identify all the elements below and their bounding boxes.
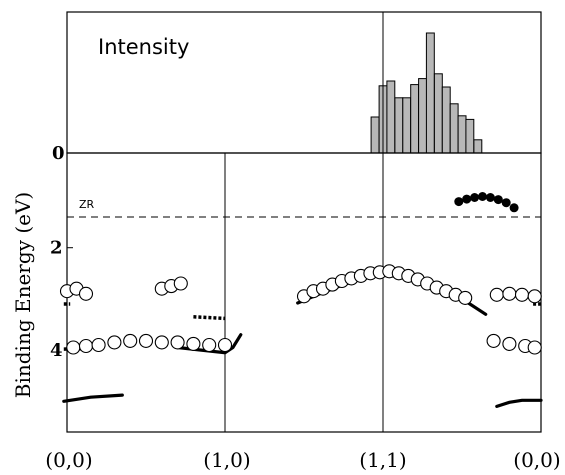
axis-labels: Binding Energy (eV) (0,0) (1,0) (1,1) (0,0)	[11, 192, 561, 472]
x-tick-label-2: (1,1)	[359, 448, 406, 472]
filled-circle-6	[501, 198, 511, 208]
histogram-bar-2	[386, 80, 396, 154]
open-circle-10	[123, 333, 138, 348]
binding-energy-panel: 2 4 ZR	[50, 152, 543, 433]
filled-circle-7	[509, 203, 519, 213]
open-circle-34	[458, 290, 473, 305]
filled-circle-1	[462, 194, 472, 204]
open-circle-8	[91, 337, 106, 353]
open-circle-42	[527, 289, 542, 304]
y-axis-title: Binding Energy (eV)	[11, 192, 35, 398]
y-tick-label-4: 4	[50, 340, 63, 361]
open-circle-38	[527, 340, 542, 355]
open-circle-2	[78, 286, 94, 301]
open-circle-16	[217, 337, 233, 353]
open-circle-11	[138, 333, 154, 348]
histogram-bar-5	[410, 84, 420, 154]
open-circle-15	[202, 337, 217, 353]
open-circle-12	[154, 335, 169, 350]
x-tick-label-1: (1,0)	[203, 448, 250, 472]
open-circle-41	[514, 287, 530, 302]
filled-circle-4	[485, 193, 495, 202]
dispersion-curve-3	[495, 398, 543, 408]
open-circle-9	[107, 335, 122, 350]
histogram-bar-3	[394, 97, 404, 154]
open-circle-40	[502, 286, 517, 301]
open-circle-7	[78, 338, 94, 354]
histogram-bar-12	[465, 118, 475, 154]
open-circle-5	[173, 276, 188, 291]
filled-circle-0	[454, 197, 464, 207]
flat-band-1	[193, 315, 226, 321]
filled-circle-3	[478, 192, 487, 201]
histogram-bar-0	[370, 116, 380, 154]
intensity-tick-0: 0	[52, 143, 65, 164]
open-circle-14	[186, 336, 201, 351]
histogram-bar-4	[402, 97, 412, 154]
filled-circle-5	[493, 195, 503, 205]
histogram-bar-8	[433, 73, 443, 154]
dispersion-curve-0	[62, 393, 124, 403]
panel-title: Intensity	[98, 35, 189, 59]
open-circle-39	[489, 287, 504, 302]
open-circle-36	[502, 336, 517, 351]
y-tick-label-2: 2	[50, 238, 63, 259]
open-circle-6	[66, 340, 81, 355]
zr-label: ZR	[79, 198, 95, 211]
histogram-bar-9	[441, 86, 451, 154]
x-tick-label-0: (0,0)	[45, 448, 92, 472]
open-circle-35	[486, 333, 501, 348]
filled-circle-2	[470, 193, 480, 202]
histogram-bar-7	[425, 32, 435, 154]
x-tick-label-3: (0,0)	[513, 448, 560, 472]
open-circle-13	[170, 335, 185, 350]
histogram-bar-10	[449, 103, 459, 154]
intensity-panel: Intensity 0	[52, 11, 542, 432]
histogram-bar-11	[457, 115, 467, 154]
histogram-bar-13	[473, 139, 483, 154]
histogram-bar-6	[418, 78, 428, 154]
